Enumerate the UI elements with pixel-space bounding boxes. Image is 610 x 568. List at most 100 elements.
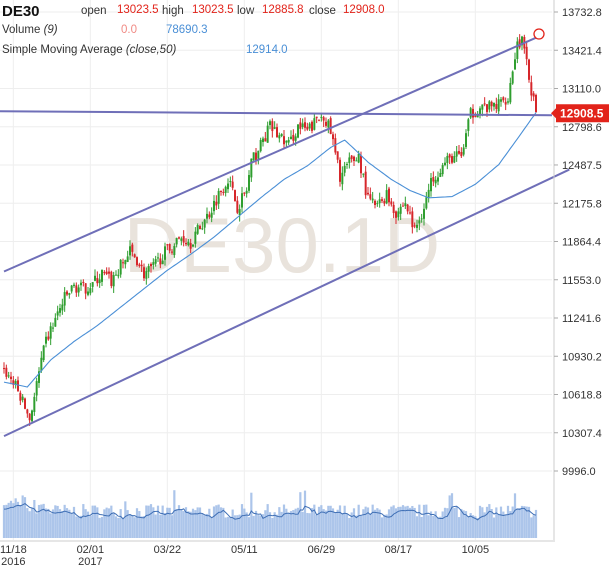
channel-lower-line[interactable]	[3, 168, 570, 438]
volume-bar	[40, 504, 43, 538]
candle-body	[525, 46, 528, 60]
candle-body	[280, 133, 283, 136]
candle-body	[364, 171, 367, 196]
candle-body	[339, 159, 341, 182]
candle-body	[434, 179, 437, 184]
volume-bars	[2, 490, 538, 538]
volume-bar	[23, 497, 27, 538]
volume-bar	[413, 507, 416, 538]
candle-body	[252, 152, 255, 161]
volume-bar	[443, 507, 447, 538]
candle-body	[173, 245, 176, 256]
candle-body	[357, 153, 360, 163]
candle-body	[54, 317, 57, 327]
candle-body	[248, 175, 250, 191]
volume-bar	[345, 513, 349, 538]
volume-bar	[408, 507, 412, 538]
volume-bar	[525, 506, 528, 538]
candle-body	[327, 120, 330, 128]
volume-value-2: 78690.3	[166, 24, 208, 36]
volume-bar	[499, 506, 503, 538]
candle-body	[210, 212, 213, 218]
candle-body	[12, 380, 15, 385]
volume-bar	[56, 505, 59, 538]
candle-body	[308, 123, 311, 129]
volume-bar	[338, 505, 342, 538]
channel-upper-line[interactable]	[3, 34, 542, 273]
horizontal-level-line[interactable]	[0, 110, 553, 117]
candle-body	[96, 278, 99, 284]
volume-bar	[287, 513, 290, 538]
candle-body	[150, 263, 152, 267]
volume-bar	[245, 512, 248, 538]
price-tick-label: 13421.4	[562, 45, 602, 57]
volume-bar	[317, 506, 321, 538]
candle-body	[462, 147, 465, 155]
volume-bar	[343, 505, 346, 538]
volume-bar	[91, 505, 94, 538]
candle-body	[269, 121, 271, 126]
volume-bar	[96, 507, 99, 538]
volume-bar	[329, 505, 332, 538]
candle-body	[311, 121, 313, 131]
volume-bar	[266, 504, 269, 538]
sma-line-path	[3, 112, 537, 388]
candle-body	[437, 177, 439, 182]
volume-bar	[49, 513, 52, 538]
volume-bar	[37, 504, 41, 538]
volume-bar	[383, 514, 386, 538]
candle-body	[222, 191, 225, 193]
date-tick-label: 02/01	[77, 544, 105, 556]
alert-marker[interactable]	[533, 28, 545, 40]
candle-body	[243, 192, 246, 194]
candle-body	[194, 231, 197, 244]
sma-label: Simple Moving Average (close,50)	[2, 44, 176, 56]
volume-bar	[128, 514, 132, 538]
volume-bar	[231, 509, 234, 538]
candle-body	[115, 274, 117, 276]
candle-body	[45, 336, 47, 344]
volume-bar	[534, 509, 538, 538]
volume-bar	[506, 505, 510, 538]
candle-body	[180, 238, 183, 241]
volume-bar	[497, 514, 500, 538]
volume-bar	[182, 511, 185, 538]
volume-bar	[527, 506, 531, 538]
candle-body	[117, 274, 120, 277]
volume-bar	[261, 514, 265, 538]
candle-body	[367, 192, 369, 195]
volume-bar	[273, 512, 276, 538]
volume-bar	[385, 514, 388, 538]
volume-bar	[331, 508, 335, 538]
volume-bar	[86, 511, 90, 538]
volume-bar	[453, 508, 456, 538]
candle-body	[504, 101, 507, 105]
candle-body	[441, 165, 444, 175]
volume-bar	[42, 503, 45, 538]
volume-bar	[341, 513, 344, 538]
volume-bar	[142, 516, 146, 538]
candle-body	[238, 209, 241, 216]
volume-bar	[135, 508, 139, 538]
candle-body	[481, 104, 484, 110]
volume-bar	[126, 510, 129, 538]
volume-bar	[226, 516, 230, 538]
volume-bar	[203, 515, 206, 538]
sma-value: 12914.0	[246, 44, 288, 56]
candle-body	[271, 121, 274, 132]
candle-body	[10, 376, 12, 380]
volume-bar	[320, 505, 323, 538]
candle-body	[82, 281, 85, 283]
candle-body	[416, 224, 418, 228]
candle-body	[439, 172, 442, 177]
volume-bar	[79, 515, 83, 538]
candle-body	[500, 99, 502, 102]
candle-body	[404, 203, 407, 207]
volume-bar	[196, 507, 199, 538]
candle-body	[245, 190, 248, 194]
candle-body	[486, 104, 488, 112]
candle-body	[101, 270, 103, 282]
candle-body	[530, 82, 533, 96]
volume-bar	[107, 508, 111, 538]
